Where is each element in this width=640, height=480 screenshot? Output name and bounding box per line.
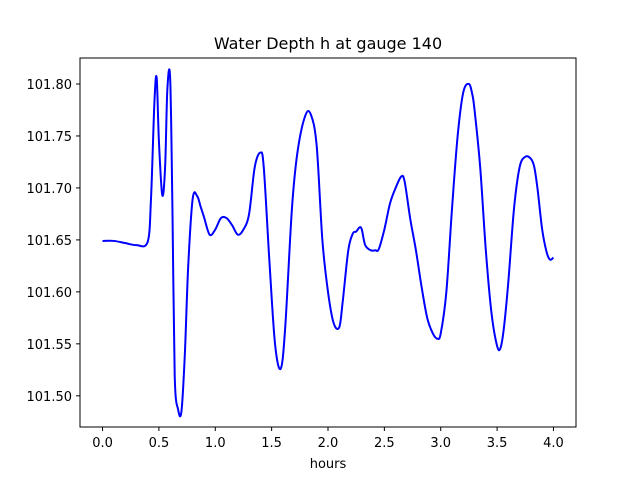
x-tick-label: 1.0 bbox=[205, 436, 226, 451]
x-tick-label: 3.0 bbox=[430, 436, 451, 451]
plot-frame bbox=[79, 57, 577, 428]
y-tick-label: 101.65 bbox=[27, 234, 73, 249]
chart-title: Water Depth h at gauge 140 bbox=[214, 34, 442, 53]
x-tick-label: 0.5 bbox=[149, 436, 170, 451]
y-tick-label: 101.75 bbox=[27, 130, 73, 145]
x-tick-label: 1.5 bbox=[261, 436, 282, 451]
x-tick-label: 0.0 bbox=[92, 436, 113, 451]
y-tick-label: 101.55 bbox=[27, 338, 73, 353]
y-tick-label: 101.70 bbox=[27, 182, 73, 197]
x-axis-label: hours bbox=[310, 457, 347, 472]
y-axis-ticks: 101.50 101.55 101.60 101.65 101.70 101.75 101.… bbox=[27, 78, 80, 405]
x-tick-label: 3.5 bbox=[487, 436, 508, 451]
series-line-0 bbox=[102, 68, 555, 418]
y-tick-label: 101.50 bbox=[27, 390, 73, 405]
x-tick-label: 2.0 bbox=[318, 436, 339, 451]
x-axis-ticks: 0.0 0.5 1.0 1.5 2.0 2.5 3.0 3.5 4.0 bbox=[92, 427, 564, 451]
y-tick-label: 101.60 bbox=[27, 286, 73, 301]
x-tick-label: 4.0 bbox=[543, 436, 564, 451]
x-tick-label: 2.5 bbox=[374, 436, 395, 451]
plot-area bbox=[102, 68, 555, 418]
y-tick-label: 101.80 bbox=[27, 78, 73, 93]
